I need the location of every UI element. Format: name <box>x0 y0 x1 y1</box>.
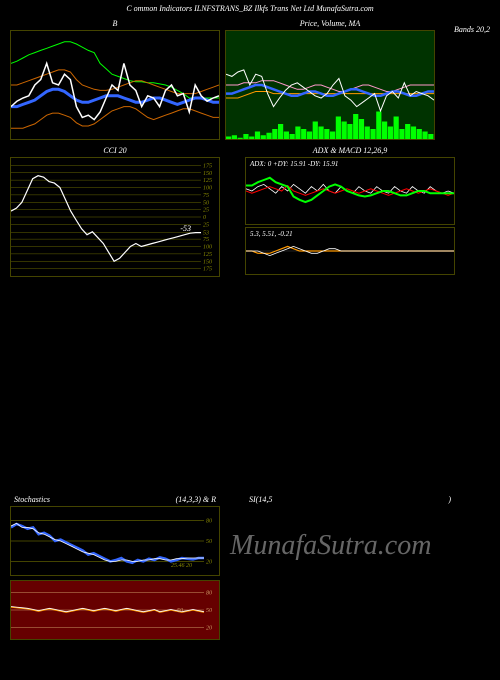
svg-text:125: 125 <box>203 178 212 184</box>
cci-panel-wrap: CCI 20 175150125100755025025537510012515… <box>10 144 220 277</box>
svg-text:50: 50 <box>203 200 209 206</box>
rsi-title-row: SI (14,5 ) <box>245 495 455 506</box>
price-svg <box>226 31 434 139</box>
svg-text:53: 53 <box>203 231 209 237</box>
svg-text:50: 50 <box>206 539 212 545</box>
bb-chart <box>10 30 220 140</box>
adx-title: ADX & MACD 12,26,9 <box>245 144 455 157</box>
svg-text:25: 25 <box>203 222 209 228</box>
bb-svg <box>11 31 219 139</box>
cci-chart: 1751501251007550250255375100125150175-53 <box>10 157 220 277</box>
svg-text:50: 50 <box>206 608 212 614</box>
rsi-params: (14,5 <box>256 495 273 504</box>
rsi-svg: 80 50 20 50 <box>11 581 219 639</box>
rsi-chart: 80 50 20 50 <box>10 580 220 640</box>
watermark: MunafaSutra.com <box>230 530 431 562</box>
header-prefix: C <box>126 4 131 13</box>
svg-text:100: 100 <box>203 186 212 192</box>
svg-text:150: 150 <box>203 171 212 177</box>
stoch-title: Stochastics <box>14 495 50 504</box>
svg-text:50: 50 <box>177 608 183 614</box>
bb-panel-wrap: B <box>10 17 220 140</box>
macd-chart: 5.3, 5.51, -0.21 <box>245 227 455 275</box>
svg-text:20: 20 <box>206 559 212 565</box>
adx-chart: ADX: 0 +DY: 15.91 -DY: 15.91 <box>245 157 455 225</box>
svg-text:0: 0 <box>203 215 206 221</box>
svg-text:150: 150 <box>203 259 212 265</box>
stoch-chart: 80 50 20 25.46 20 <box>10 506 220 576</box>
svg-text:100: 100 <box>203 245 212 251</box>
page-header: C ommon Indicators ILNFSTRANS_BZ Ilkfs T… <box>0 0 500 17</box>
macd-readout: 5.3, 5.51, -0.21 <box>250 230 293 238</box>
stoch-svg: 80 50 20 25.46 20 <box>11 507 219 575</box>
header-text: ommon Indicators ILNFSTRANS_BZ Ilkfs Tra… <box>134 4 374 13</box>
rsi-paren: ) <box>448 495 451 504</box>
svg-text:20: 20 <box>206 625 212 631</box>
svg-text:175: 175 <box>203 267 212 273</box>
bands-label: Bands 20,2 <box>454 23 490 36</box>
svg-text:75: 75 <box>203 193 209 199</box>
stoch-section: Stochastics (14,3,3) & R 80502025.46 20 … <box>10 495 220 640</box>
svg-text:75: 75 <box>203 237 209 243</box>
row-cci-adx: CCI 20 175150125100755025025537510012515… <box>0 144 500 277</box>
svg-text:80: 80 <box>206 519 212 525</box>
svg-text:80: 80 <box>206 591 212 597</box>
bb-title: B <box>10 17 220 30</box>
price-panel-wrap: Price, Volume, MA <box>225 17 435 140</box>
svg-text:125: 125 <box>203 252 212 258</box>
rsi-title-section: SI (14,5 ) <box>245 495 455 506</box>
svg-text:25: 25 <box>203 208 209 214</box>
row-main-charts: B Price, Volume, MA Bands 20,2 <box>0 17 500 140</box>
svg-text:-53: -53 <box>180 224 191 233</box>
svg-text:175: 175 <box>203 163 212 169</box>
price-chart <box>225 30 435 140</box>
rsi-title: SI <box>249 495 256 504</box>
cci-title: CCI 20 <box>10 144 220 157</box>
bands-label-wrap: Bands 20,2 <box>440 17 490 37</box>
stoch-params: (14,3,3) & R <box>176 495 216 504</box>
cci-svg: 1751501251007550250255375100125150175-53 <box>11 158 219 276</box>
svg-text:25.46 20: 25.46 20 <box>171 562 192 569</box>
adx-panel-wrap: ADX & MACD 12,26,9 ADX: 0 +DY: 15.91 -DY… <box>245 144 455 277</box>
stoch-title-row: Stochastics (14,3,3) & R <box>10 495 220 506</box>
price-title: Price, Volume, MA <box>225 17 435 30</box>
adx-readout: ADX: 0 +DY: 15.91 -DY: 15.91 <box>250 160 338 168</box>
